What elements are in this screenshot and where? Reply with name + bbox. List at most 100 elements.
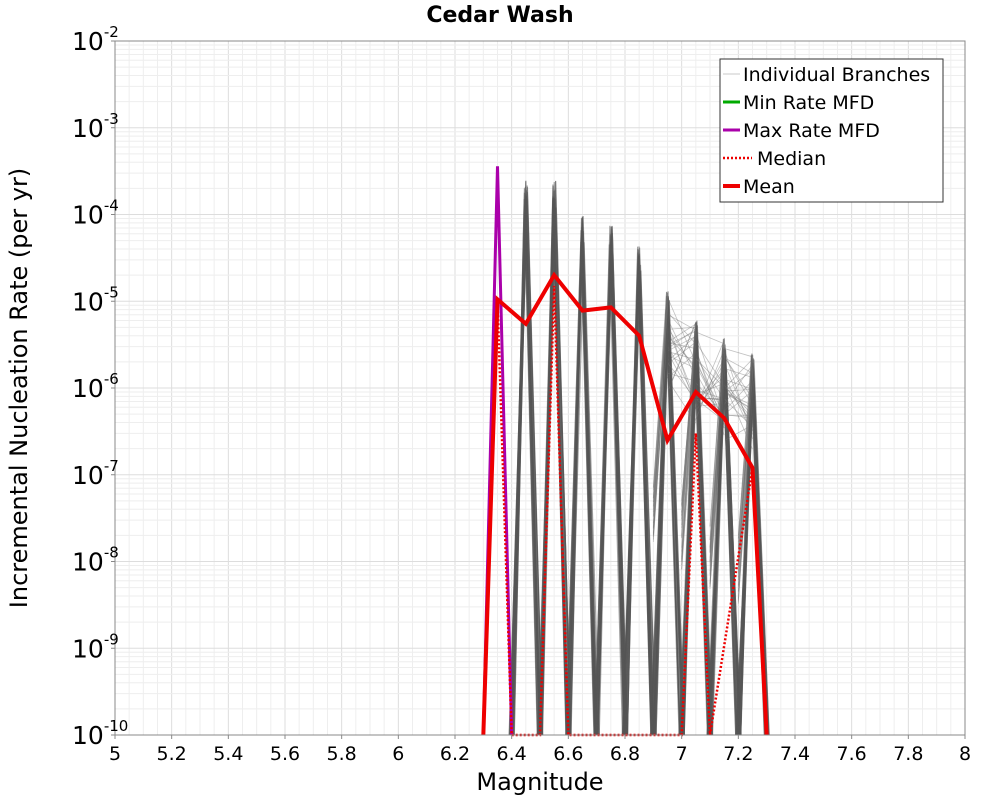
branch-line: [739, 359, 770, 736]
branch-line: [681, 331, 696, 525]
branch-line: [722, 370, 753, 394]
y-tick-label: 10-8: [72, 544, 119, 577]
branch-line: [668, 326, 696, 330]
branch-line: [710, 352, 740, 736]
y-tick-label: 10-5: [72, 283, 119, 316]
branch-line: [541, 198, 567, 736]
branch-line: [652, 291, 669, 488]
branch-line: [696, 370, 725, 409]
branch-line: [667, 319, 697, 378]
branch-line: [706, 347, 737, 736]
branch-line: [723, 384, 753, 420]
branch-line: [723, 364, 753, 406]
branch-line: [724, 376, 753, 435]
x-tick-label: 5: [109, 743, 121, 765]
branch-line: [724, 357, 753, 406]
branch-line: [696, 389, 725, 400]
x-tick-label: 8: [959, 743, 971, 765]
branch-line: [667, 341, 697, 365]
branch-line: [681, 336, 696, 539]
branch-line: [667, 323, 697, 410]
branch-line: [709, 359, 724, 575]
branch-line: [737, 356, 753, 543]
branch-line: [597, 234, 625, 736]
branch-line: [695, 364, 725, 419]
branch-line: [654, 297, 684, 736]
x-tick-label: 5.8: [327, 743, 357, 765]
branch-line: [594, 244, 623, 736]
branch-line: [722, 380, 753, 414]
branch-line: [695, 342, 725, 386]
legend-label: Min Rate MFD: [743, 92, 874, 114]
branch-line: [652, 309, 667, 529]
branch-line: [667, 363, 697, 400]
x-tick-label: 6.2: [440, 743, 470, 765]
x-axis-label: Magnitude: [476, 768, 603, 796]
x-tick-label: 6.4: [497, 743, 527, 765]
branch-line: [681, 323, 696, 507]
branch-line: [737, 375, 752, 586]
branch-line: [595, 233, 629, 736]
branch-line: [725, 388, 753, 392]
x-tick-label: 7: [676, 743, 688, 765]
legend-label: Individual Branches: [743, 64, 930, 86]
branch-line: [511, 199, 538, 736]
branch-line: [723, 383, 753, 424]
branch-line: [626, 264, 653, 736]
branch-line: [681, 345, 695, 560]
branch-line: [695, 362, 725, 414]
branch-line: [652, 291, 667, 489]
branch-line: [622, 267, 654, 736]
branch-line: [652, 297, 669, 503]
x-tick-label: 5.4: [213, 743, 243, 765]
branch-line: [508, 208, 542, 736]
branch-line: [681, 321, 697, 504]
branch-line: [724, 364, 753, 431]
branch-line: [722, 367, 753, 378]
branch-line: [695, 382, 725, 416]
branch-line: [681, 347, 695, 562]
branch-line: [737, 354, 752, 539]
branch-line: [666, 325, 697, 401]
branch-line: [668, 323, 697, 342]
branch-line: [709, 347, 723, 548]
legend-box: [719, 58, 944, 203]
legend-label: Mean: [743, 176, 795, 198]
branch-line: [681, 336, 695, 538]
branch-line: [666, 296, 697, 363]
branch-line: [510, 186, 540, 736]
branch-line: [695, 358, 725, 388]
branch-line: [667, 353, 697, 404]
branch-line: [709, 352, 726, 558]
x-tick-label: 6.6: [553, 743, 583, 765]
y-tick-label: 10-9: [72, 630, 119, 663]
legend-label: Median: [757, 148, 826, 170]
y-tick-label: 10-7: [72, 457, 119, 490]
series-lines: [481, 166, 769, 737]
branch-line: [724, 350, 753, 440]
x-tick-label: 5.2: [157, 743, 187, 765]
branch-line: [668, 348, 697, 400]
branch-line: [723, 378, 753, 390]
x-tick-label: 5.6: [270, 743, 300, 765]
branch-line: [681, 335, 695, 537]
branch-line: [724, 424, 753, 441]
legend: Individual Branches Min Rate MFD Max Rate …: [719, 58, 944, 203]
branch-line: [667, 342, 696, 349]
branch-line: [723, 391, 753, 410]
branch-line: [696, 362, 725, 413]
y-tick-label: 10-4: [72, 197, 119, 230]
branch-line: [737, 353, 753, 536]
branch-line: [724, 399, 753, 428]
branch-line: [694, 397, 725, 401]
branch-line: [725, 358, 753, 388]
branch-line: [668, 322, 697, 390]
branch-line: [667, 314, 697, 331]
x-axis-ticks: 5 5.2 5.4 5.6 5.8 6 6.2 6.4 6.6 6.8 7 7.2 7.4 7.6 7.8 8: [109, 735, 971, 765]
branch-line: [666, 330, 697, 346]
y-tick-label: 10-6: [72, 370, 119, 403]
x-tick-label: 6.8: [610, 743, 640, 765]
branch-line: [666, 310, 697, 345]
branch-line: [566, 244, 595, 736]
branch-line: [681, 327, 696, 517]
